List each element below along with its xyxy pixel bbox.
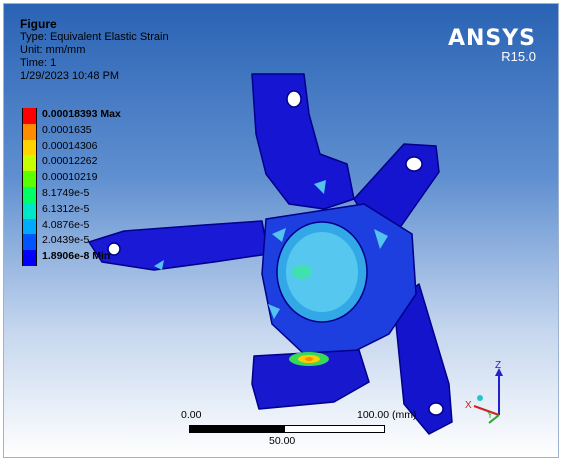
- hole-left-arm: [107, 242, 121, 256]
- legend-label: 0.00010219: [42, 171, 98, 184]
- hole-lower-arm: [428, 402, 444, 416]
- legend-label: 0.00012262: [42, 155, 98, 168]
- scale-bar: 0.00 100.00 (mm) 50.00: [179, 409, 419, 449]
- legend-swatch: [22, 234, 37, 251]
- scale-left-label: 0.00: [181, 409, 202, 421]
- z-axis-label: Z: [495, 360, 501, 371]
- brand-name: ANSYS: [447, 26, 536, 51]
- legend-swatch: [22, 108, 37, 124]
- legend-label: 1.8906e-8 Min: [42, 250, 111, 263]
- result-type: Type: Equivalent Elastic Strain: [20, 31, 169, 43]
- figure-info: Figure Type: Equivalent Elastic Strain U…: [20, 18, 169, 83]
- legend-label: 6.1312e-5: [42, 202, 90, 215]
- result-date: 1/29/2023 10:48 PM: [20, 70, 120, 82]
- legend-label: 4.0876e-5: [42, 218, 90, 231]
- legend-label: 8.1749e-5: [42, 186, 90, 199]
- knuckle-lower-block: [251, 349, 370, 410]
- hole-right-arm: [405, 156, 423, 172]
- triad-isometric-ball: [477, 395, 483, 401]
- x-axis-line: [473, 405, 500, 416]
- scale-right-label: 100.00 (mm): [357, 409, 417, 421]
- ansys-logo: ANSYS R15.0: [448, 26, 536, 64]
- x-axis-label: X: [465, 400, 472, 411]
- legend-swatch: [22, 139, 37, 156]
- knuckle-upper-arm: [251, 73, 355, 210]
- steering-knuckle-model[interactable]: [4, 4, 559, 458]
- result-unit: Unit: mm/mm: [20, 44, 86, 56]
- legend-label: 0.0001635: [42, 123, 92, 136]
- legend-label: 2.0439e-5: [42, 234, 90, 247]
- scale-ruler: [189, 425, 385, 433]
- figure-title: Figure: [20, 17, 57, 31]
- scale-mid-label: 50.00: [269, 435, 296, 447]
- legend-swatch: [22, 218, 37, 235]
- legend-label: 0.00018393 Max: [42, 108, 121, 120]
- hole-upper: [286, 90, 302, 108]
- legend-swatch: [22, 250, 37, 267]
- legend-swatch: [22, 155, 37, 172]
- y-axis-label: Y: [487, 410, 493, 420]
- legend-swatch: [22, 123, 37, 140]
- axis-triad[interactable]: Z X Y: [459, 360, 519, 430]
- knuckle-lower-arm: [393, 283, 453, 435]
- legend-label: 0.00014306: [42, 139, 98, 152]
- legend-swatch: [22, 202, 37, 219]
- z-axis-arrow: [495, 368, 503, 376]
- graphics-viewport[interactable]: Figure Type: Equivalent Elastic Strain U…: [3, 3, 559, 458]
- legend-swatch: [22, 171, 37, 188]
- result-time: Time: 1: [20, 57, 57, 69]
- y-axis-line: [488, 414, 500, 424]
- legend-swatch: [22, 186, 37, 203]
- brand-version: R15.0: [501, 49, 536, 64]
